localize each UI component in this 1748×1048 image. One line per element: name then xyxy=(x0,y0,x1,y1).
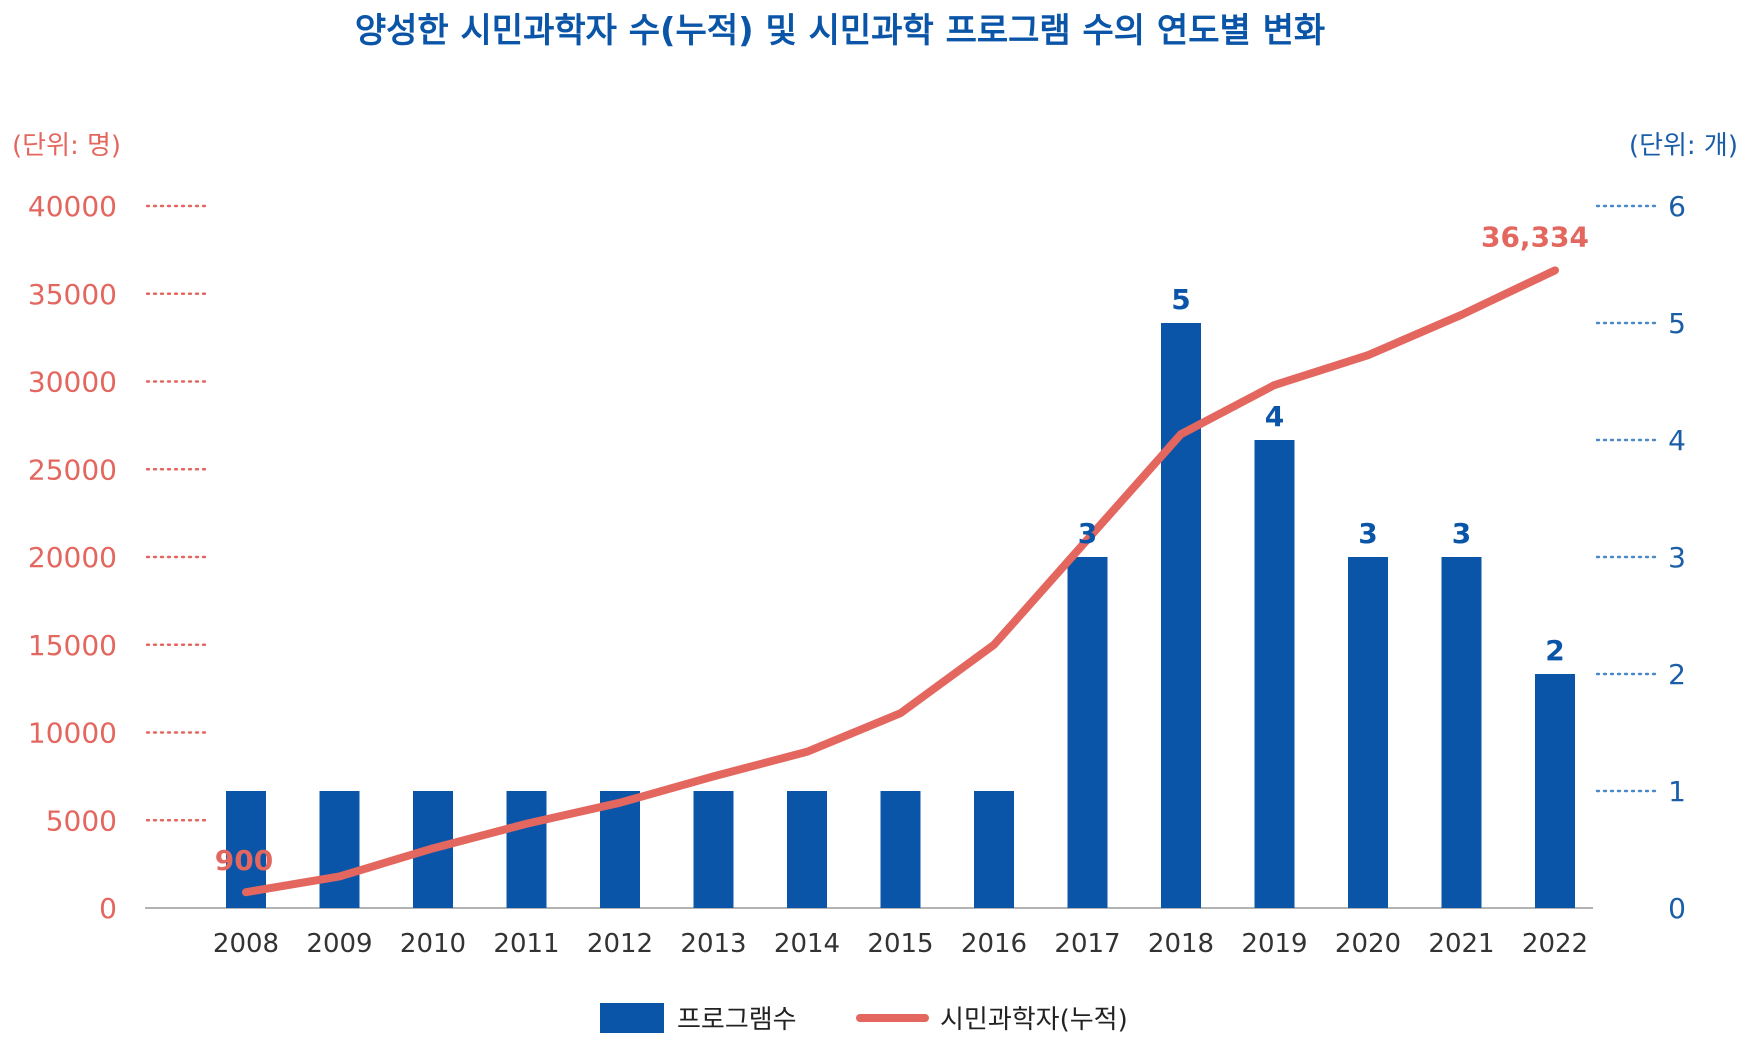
right-axis-unit: (단위: 개) xyxy=(1629,131,1738,161)
left-tick-label: 25000 xyxy=(28,453,117,486)
line-point xyxy=(1180,433,1182,435)
x-tick-label: 2013 xyxy=(680,929,746,959)
line-point xyxy=(619,802,621,804)
left-tick-label: 10000 xyxy=(28,717,117,750)
x-tick-label: 2021 xyxy=(1428,929,1494,959)
left-tick-label: 35000 xyxy=(28,278,117,311)
x-tick-label: 2016 xyxy=(961,929,1027,959)
bar xyxy=(974,791,1014,908)
x-tick-label: 2015 xyxy=(867,929,933,959)
legend: 프로그램수 시민과학자(누적) xyxy=(600,1003,1128,1035)
left-axis: 0 5000 10000 15000 20000 25000 30000 35000 40000 xyxy=(28,190,212,925)
x-tick-label: 2022 xyxy=(1522,929,1588,959)
left-axis-unit: (단위: 명) xyxy=(12,131,121,161)
bar-data-label: 3 xyxy=(1358,517,1377,550)
bar xyxy=(506,791,547,908)
bar-data-label: 5 xyxy=(1171,283,1190,316)
legend-bar-swatch xyxy=(600,1003,664,1033)
line-point xyxy=(1461,314,1462,316)
right-tick-label: 5 xyxy=(1668,307,1686,340)
left-tick-label: 15000 xyxy=(28,629,117,662)
right-tick-label: 0 xyxy=(1668,892,1686,925)
x-tick-label: 2011 xyxy=(493,929,559,959)
bar xyxy=(1441,557,1482,908)
x-axis: 2008 2009 2010 2011 2012 2013 2014 2015 2016 2017… xyxy=(213,929,1588,959)
bar xyxy=(319,791,360,908)
right-tick-label: 6 xyxy=(1668,190,1686,223)
line-point xyxy=(339,875,340,877)
line-point xyxy=(526,823,527,825)
right-tick-label: 4 xyxy=(1668,424,1686,457)
bar-data-label: 3 xyxy=(1078,517,1097,550)
line-point xyxy=(900,712,901,714)
x-tick-label: 2017 xyxy=(1054,929,1120,959)
line-point xyxy=(432,847,434,849)
left-tick-label: 20000 xyxy=(28,541,117,574)
bar xyxy=(1161,323,1201,908)
line-point xyxy=(1274,384,1275,386)
bar xyxy=(1254,440,1295,908)
line-data-label: 900 xyxy=(215,844,273,877)
chart-title: 양성한 시민과학자 수(누적) 및 시민과학 프로그램 수의 연도별 변화 xyxy=(355,11,1325,51)
bar xyxy=(1348,557,1388,908)
left-tick-label: 40000 xyxy=(28,190,117,223)
x-tick-label: 2008 xyxy=(213,929,279,959)
line-point xyxy=(806,751,808,753)
line-point xyxy=(245,891,247,893)
left-tick-label: 30000 xyxy=(28,366,117,399)
x-tick-label: 2012 xyxy=(587,929,653,959)
left-tick-label: 0 xyxy=(99,892,117,925)
x-tick-label: 2014 xyxy=(774,929,840,959)
right-tick-label: 1 xyxy=(1668,775,1686,808)
line-point xyxy=(1087,538,1088,540)
line-point xyxy=(1554,269,1556,271)
line-data-label: 36,334 xyxy=(1481,220,1589,253)
bar xyxy=(600,791,640,908)
x-tick-label: 2018 xyxy=(1148,929,1214,959)
bar-data-label: 4 xyxy=(1265,400,1284,433)
line-series xyxy=(242,266,1559,897)
x-tick-label: 2009 xyxy=(306,929,372,959)
right-tick-label: 3 xyxy=(1668,541,1686,574)
bar-data-label: 3 xyxy=(1452,517,1471,550)
right-axis: 0 1 2 3 4 5 6 xyxy=(1595,190,1686,925)
line-point xyxy=(1367,354,1369,356)
line-point xyxy=(993,644,995,646)
x-tick-label: 2010 xyxy=(400,929,466,959)
bar xyxy=(1067,557,1108,908)
x-tick-label: 2020 xyxy=(1335,929,1401,959)
line-point xyxy=(713,775,714,777)
right-tick-label: 2 xyxy=(1668,658,1686,691)
legend-bar-label: 프로그램수 xyxy=(677,1005,797,1035)
bar-series xyxy=(226,323,1575,908)
bar xyxy=(693,791,734,908)
left-tick-label: 5000 xyxy=(46,804,117,837)
bar-data-label: 2 xyxy=(1545,634,1564,667)
data-labels: 3 5 4 3 3 2 900 36,334 xyxy=(215,220,1589,877)
x-tick-label: 2019 xyxy=(1241,929,1307,959)
bar xyxy=(1535,674,1575,908)
bar xyxy=(787,791,827,908)
bar xyxy=(880,791,921,908)
legend-line-label: 시민과학자(누적) xyxy=(940,1005,1128,1035)
